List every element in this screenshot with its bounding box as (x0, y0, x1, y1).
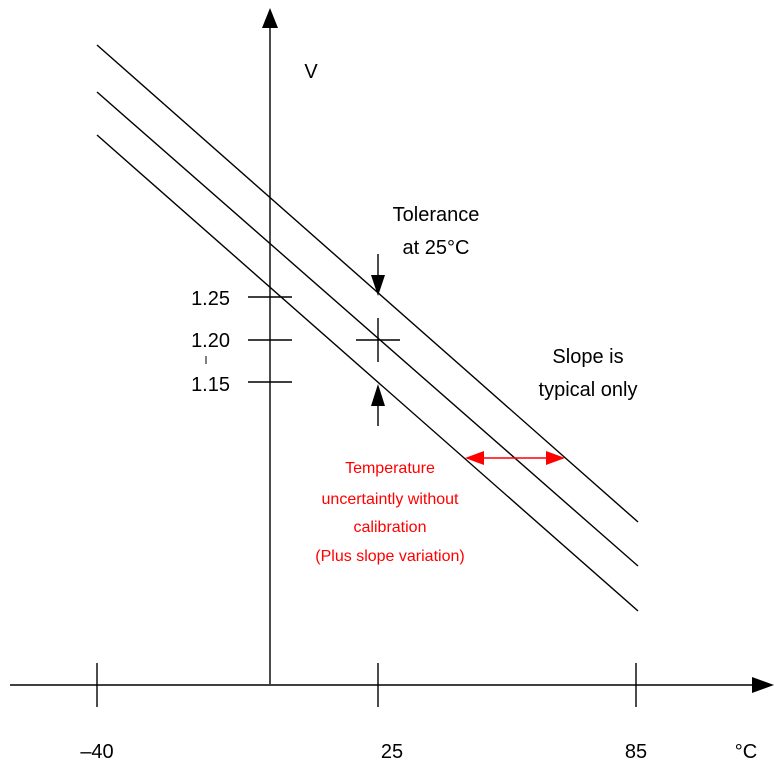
typical-line (96, 91, 639, 567)
temperature-lines (96, 44, 639, 612)
y-tick-label-1-25: 1.25 (191, 288, 230, 310)
reference-point-crosshair (356, 318, 400, 362)
uncertainty-arrow-left-head (465, 451, 484, 465)
temperature-note: Temperature uncertaintly without calibra… (315, 460, 464, 565)
x-tick-label-25: 25 (381, 741, 403, 763)
y-tick-label-1-15: 1.15 (191, 374, 230, 396)
temperature-note-line-3: calibration (354, 519, 427, 536)
y-axis-label: V (304, 61, 318, 83)
y-tick-label-1-20: 1.20 (191, 330, 230, 352)
x-axis-ticks: –40 25 85 °C (80, 663, 757, 763)
tolerance-label-line-2: at 25°C (403, 237, 470, 259)
x-axis-arrowhead (752, 677, 774, 693)
uncertainty-arrow-right-head (546, 451, 565, 465)
slope-label-line-1: Slope is (552, 346, 623, 368)
slope-label-line-2: typical only (539, 379, 638, 401)
tolerance-arrows (371, 254, 385, 426)
temperature-note-line-2: uncertaintly without (322, 491, 460, 508)
x-axis-unit: °C (735, 741, 757, 763)
y-axis-ticks: 1.25 1.20 1.15 V (191, 61, 318, 396)
temperature-uncertainty-arrow (465, 451, 565, 465)
x-tick-label-minus-40: –40 (80, 741, 113, 763)
x-tick-label-85: 85 (625, 741, 647, 763)
tolerance-arrow-bottom-head (371, 384, 385, 406)
lower-tolerance-line (96, 134, 639, 612)
tolerance-label-line-1: Tolerance (393, 204, 480, 226)
temperature-note-line-1: Temperature (345, 460, 435, 477)
axes (10, 8, 774, 693)
y-axis-arrowhead (262, 8, 278, 28)
tolerance-arrow-top-head (371, 275, 385, 296)
temperature-note-line-4: (Plus slope variation) (315, 548, 464, 565)
upper-tolerance-line (96, 44, 639, 523)
